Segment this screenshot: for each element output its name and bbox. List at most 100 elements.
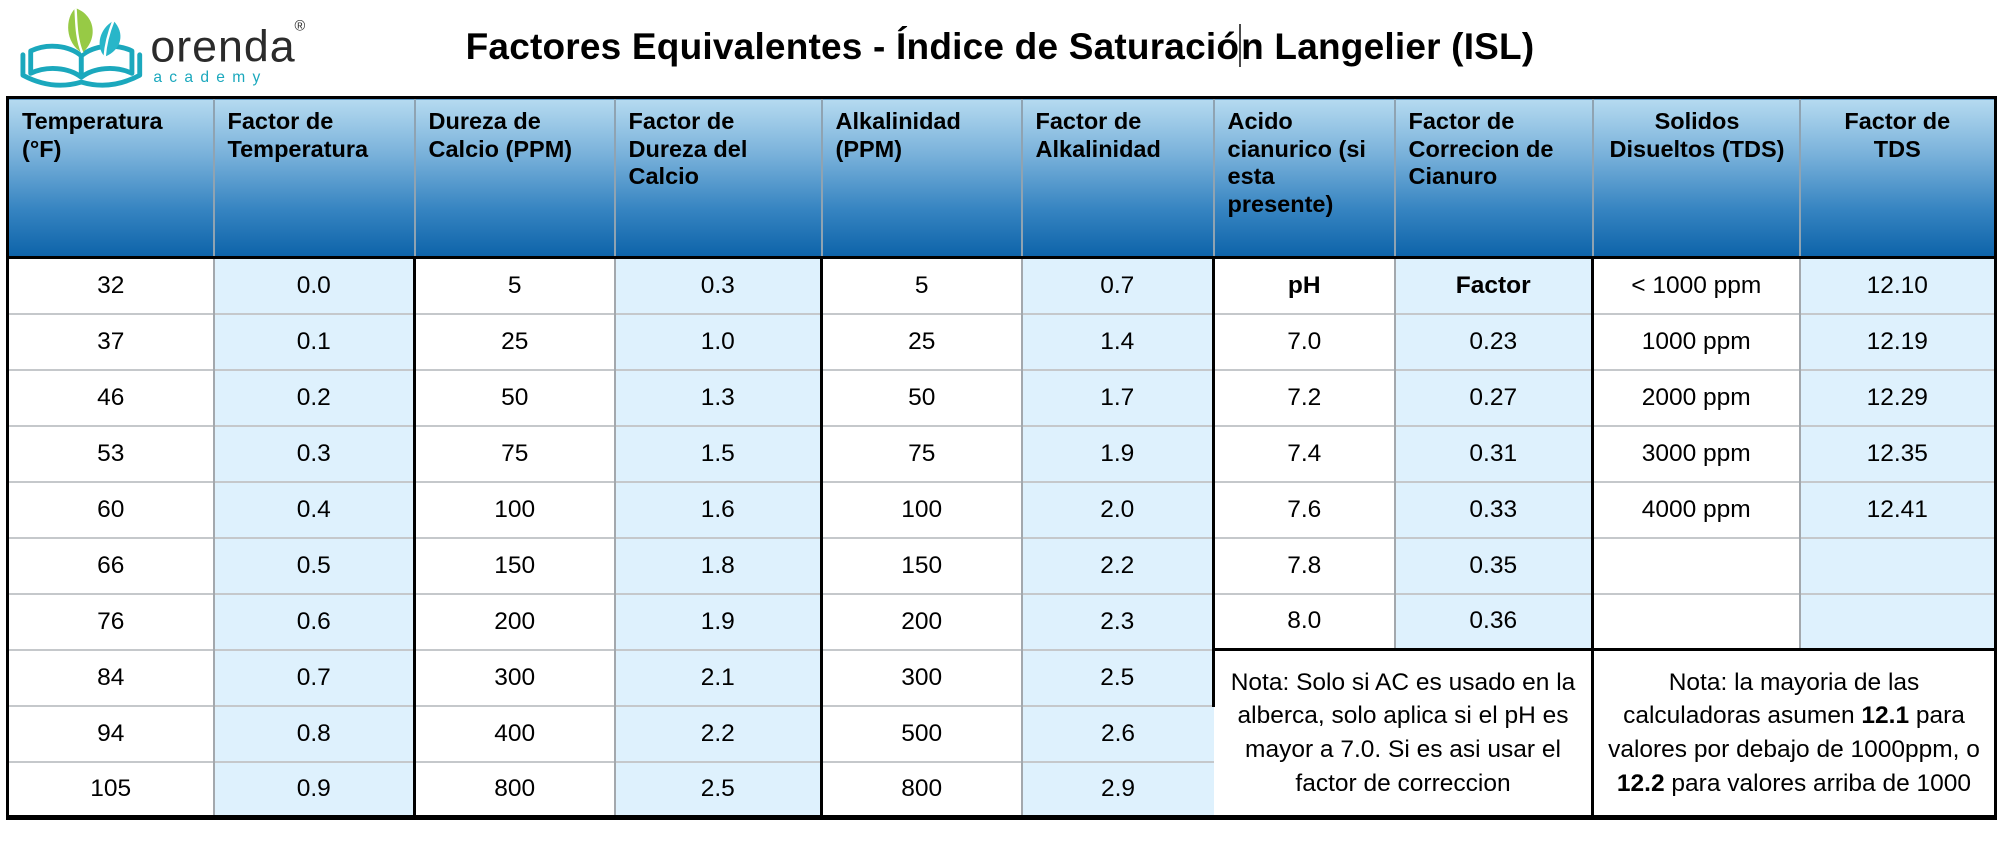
table-cell: 200 xyxy=(821,592,1023,650)
table-cell: 0.36 xyxy=(1394,592,1594,650)
table-cell: 2.5 xyxy=(1021,648,1215,706)
open-book-icon xyxy=(20,43,143,88)
table-cell: 150 xyxy=(414,536,616,594)
note-cyanuric-acid: Nota: Solo si AC es usado en la alberca,… xyxy=(1213,648,1594,818)
table-cell: 0.7 xyxy=(1021,257,1215,314)
table-cell: 2.3 xyxy=(1021,592,1215,650)
table-cell: 0.27 xyxy=(1394,368,1594,426)
header-row: Temperatura (°F) Factor de Temperatura Dur… xyxy=(7,97,1996,259)
table-cell: 1.4 xyxy=(1021,312,1215,370)
table-header-cell: Alkalinidad (PPM) xyxy=(821,97,1023,259)
table-cell: 46 xyxy=(7,368,215,426)
table-row: 53 0.3 75 1.5 75 1.9 7.4 0.31 3000 ppm 12.35 xyxy=(7,424,1996,482)
table-cell: 0.33 xyxy=(1394,480,1594,538)
note-tds-text: para valores arriba de 1000 xyxy=(1664,769,1972,797)
table-row: 60 0.4 100 1.6 100 2.0 7.6 0.33 4000 ppm 12.41 xyxy=(7,480,1996,538)
table-row: 46 0.2 50 1.3 50 1.7 7.2 0.27 2000 ppm 12.29 xyxy=(7,368,1996,426)
table-header-cell: Solidos Disueltos (TDS) xyxy=(1592,97,1801,259)
table-cell: 300 xyxy=(414,648,616,706)
table-cell: 53 xyxy=(7,424,215,482)
table-cell: 76 xyxy=(7,592,215,650)
table-cell: 84 xyxy=(7,648,215,706)
table-row: 94 0.8 400 2.2 500 2.6 xyxy=(7,704,1996,762)
table-cell: 0.2 xyxy=(213,368,416,426)
table-cell: 0.5 xyxy=(213,536,416,594)
leaf-icons xyxy=(68,7,121,57)
isl-factors-table: Temperatura (°F) Factor de Temperatura Dur… xyxy=(6,96,1997,820)
table-cell xyxy=(1799,536,1996,594)
table-cell: 3000 ppm xyxy=(1592,424,1801,482)
table-cell: 800 xyxy=(414,760,616,818)
table-cell: 0.35 xyxy=(1394,536,1594,594)
table-header-cell: Factor de Dureza del Calcio xyxy=(614,97,823,259)
table-cell: 100 xyxy=(821,480,1023,538)
table-cell: 1.6 xyxy=(614,480,823,538)
table-cell: 50 xyxy=(821,368,1023,426)
table-cell: 12.10 xyxy=(1799,257,1996,314)
table-row: 76 0.6 200 1.9 200 2.3 8.0 0.36 xyxy=(7,592,1996,650)
table-cell xyxy=(1592,536,1801,594)
table-header-cell: Factor de Correcion de Cianuro xyxy=(1394,97,1594,259)
table-cell: 75 xyxy=(821,424,1023,482)
document-header: orenda ® academy Factores Equivalentes -… xyxy=(0,0,2000,96)
logo-subtitle-text: academy xyxy=(153,69,267,86)
table-header-cell: Factor de Temperatura xyxy=(213,97,416,259)
table-cell: 8.0 xyxy=(1213,592,1396,650)
table-cell: 0.31 xyxy=(1394,424,1594,482)
table-cell: 100 xyxy=(414,480,616,538)
text-caret xyxy=(1239,24,1242,67)
note-tds-text: Nota: la mayoria de las calculadoras asu… xyxy=(1623,668,1920,730)
note-tds: Nota: la mayoria de las calculadoras asu… xyxy=(1592,648,1996,818)
table-cell: 0.3 xyxy=(213,424,416,482)
table-cell: 25 xyxy=(821,312,1023,370)
table-row: 32 0.0 5 0.3 5 0.7 pH Factor < 1000 ppm 12.10 xyxy=(7,257,1996,314)
table-cell: 37 xyxy=(7,312,215,370)
table-cell: 7.6 xyxy=(1213,480,1396,538)
table-cell: 0.3 xyxy=(614,257,823,314)
table-header-cell: Temperatura (°F) xyxy=(7,97,215,259)
table-header-cell: Factor de TDS xyxy=(1799,97,1996,259)
table-cell: 32 xyxy=(7,257,215,314)
orenda-academy-logo: orenda ® academy xyxy=(20,7,305,88)
table-cell: 2.0 xyxy=(1021,480,1215,538)
table-cell: 2.2 xyxy=(1021,536,1215,594)
table-cell: 200 xyxy=(414,592,616,650)
table-cell: 500 xyxy=(821,704,1023,762)
table-cell: 0.1 xyxy=(213,312,416,370)
table-cell: 5 xyxy=(414,257,616,314)
table-body: 32 0.0 5 0.3 5 0.7 pH Factor < 1000 ppm 12.10 37 0.… xyxy=(7,257,1996,818)
table-cell: 66 xyxy=(7,536,215,594)
table-cell: 0.6 xyxy=(213,592,416,650)
table-cell: 2.2 xyxy=(614,704,823,762)
note-tds-bold-value: 12.1 xyxy=(1861,702,1910,730)
note-tds-text: para valores por debajo de 1000ppm, o xyxy=(1608,702,1980,763)
table-cell: 1.5 xyxy=(614,424,823,482)
table-cell: 50 xyxy=(414,368,616,426)
logo-registered-mark: ® xyxy=(294,18,305,34)
table-cell: 7.0 xyxy=(1213,312,1396,370)
table-cell: 0.9 xyxy=(213,760,416,818)
table-cell: 75 xyxy=(414,424,616,482)
table-row: 37 0.1 25 1.0 25 1.4 7.0 0.23 1000 ppm 12.19 xyxy=(7,312,1996,370)
table-cell: 1.8 xyxy=(614,536,823,594)
table-cell: 7.4 xyxy=(1213,424,1396,482)
table-cell: 400 xyxy=(414,704,616,762)
title-text-before-caret: Factores Equivalentes - Índice de Satura… xyxy=(465,26,1240,67)
table-cell: 150 xyxy=(821,536,1023,594)
table-cell: 2000 ppm xyxy=(1592,368,1801,426)
table-cell: 1.9 xyxy=(614,592,823,650)
table-cell: 7.2 xyxy=(1213,368,1396,426)
table-cell: 4000 ppm xyxy=(1592,480,1801,538)
table-header-cell: Dureza de Calcio (PPM) xyxy=(414,97,616,259)
table-cell: 12.29 xyxy=(1799,368,1996,426)
table-cell xyxy=(1799,592,1996,650)
table-cell: 2.1 xyxy=(614,648,823,706)
table-cell: 94 xyxy=(7,704,215,762)
table-cell: 7.8 xyxy=(1213,536,1396,594)
table-cell: 0.8 xyxy=(213,704,416,762)
page-title[interactable]: Factores Equivalentes - Índice de Satura… xyxy=(0,0,2000,68)
table-cell xyxy=(1592,592,1801,650)
table-cell: 2.5 xyxy=(614,760,823,818)
table-cell: < 1000 ppm xyxy=(1592,257,1801,314)
table-cell: 1.7 xyxy=(1021,368,1215,426)
